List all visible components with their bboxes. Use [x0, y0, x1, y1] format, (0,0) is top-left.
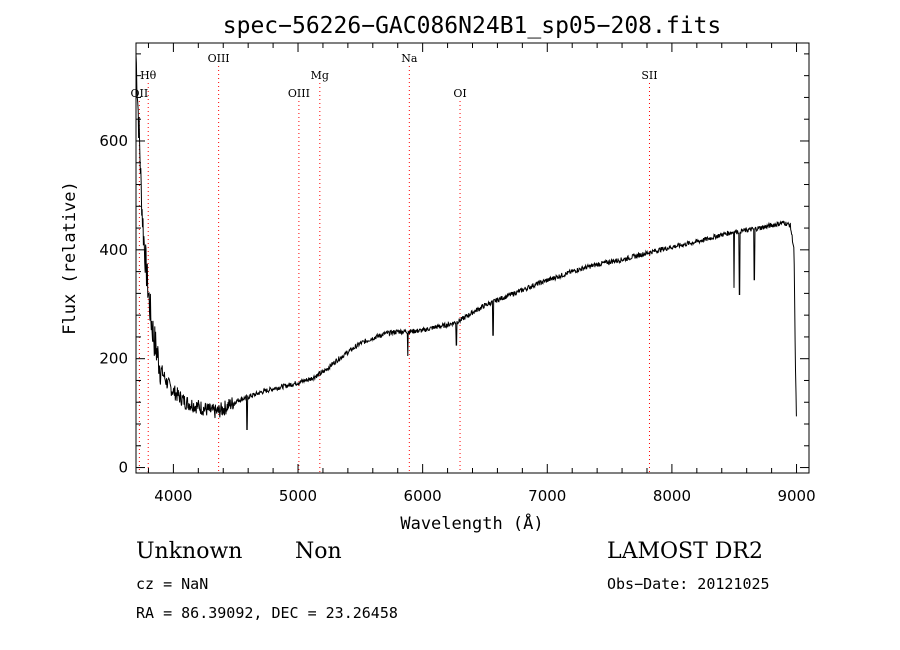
- x-axis-label: Wavelength (Å): [400, 512, 543, 534]
- line-label: SII: [641, 69, 657, 82]
- line-label: OI: [453, 87, 466, 100]
- emission-line-markers: [138, 66, 650, 473]
- x-tick-label: 6000: [404, 487, 442, 505]
- line-label: OII: [131, 87, 149, 100]
- spectrum-series-line: [135, 54, 797, 430]
- line-label: Mg: [311, 69, 329, 82]
- line-label: OIII: [208, 52, 230, 65]
- line-label: OIII: [288, 87, 310, 100]
- x-tick-label: 9000: [777, 487, 815, 505]
- line-label: Hθ: [140, 69, 157, 82]
- y-tick-label: 400: [99, 241, 128, 259]
- x-tick-label: 7000: [528, 487, 566, 505]
- y-tick-label: 600: [99, 132, 128, 150]
- x-tick-label: 5000: [279, 487, 317, 505]
- y-tick-label: 200: [99, 350, 128, 368]
- ra-dec: RA = 86.39092, DEC = 23.26458: [136, 604, 398, 622]
- y-tick-label: 0: [118, 459, 128, 477]
- line-label: Na: [401, 52, 418, 65]
- y-axis-ticks: 0 200 400 600: [99, 53, 809, 477]
- x-tick-label: 4000: [154, 487, 192, 505]
- obs-date: Obs−Date: 20121025: [607, 575, 770, 593]
- x-tick-label: 8000: [653, 487, 691, 505]
- chart-title: spec−56226−GAC086N24B1_sp05−208.fits: [223, 13, 722, 39]
- x-axis-ticks: 4000 5000 6000 7000 8000 9000: [147, 43, 816, 505]
- survey-name: LAMOST DR2: [607, 539, 763, 564]
- redshift-cz: cz = NaN: [136, 575, 209, 593]
- y-axis-label: Flux (relative): [60, 181, 80, 335]
- plot-frame: [135, 42, 810, 474]
- object-class: Unknown: [136, 539, 243, 564]
- object-subclass: Non: [295, 539, 342, 564]
